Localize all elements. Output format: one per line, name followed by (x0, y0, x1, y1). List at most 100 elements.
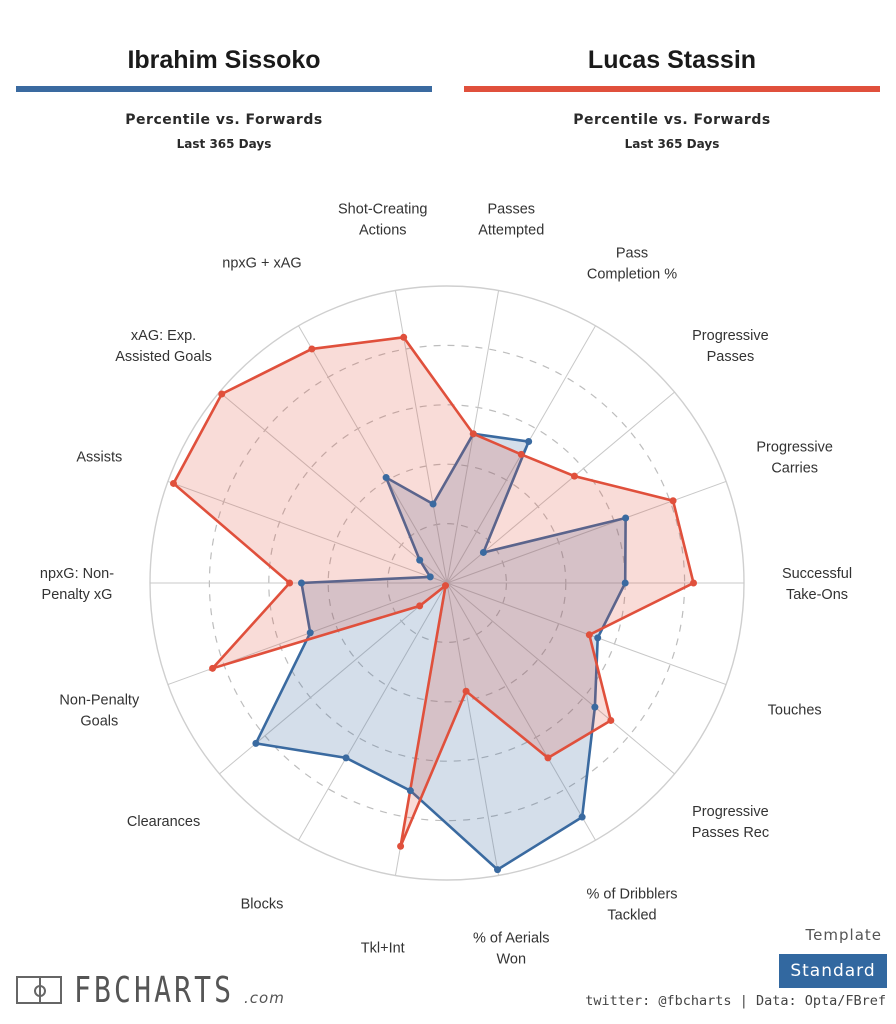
axis-label-line: Carries (771, 460, 818, 476)
axis-label-line: Passes Rec (692, 825, 769, 841)
axis-label-line: Tackled (607, 907, 656, 923)
data-point-stassin (442, 582, 450, 590)
data-point-stassin (397, 842, 405, 850)
template-label: Template (805, 926, 882, 944)
axis-label-line: Assists (76, 449, 122, 465)
player-header-right: Lucas Stassin Percentile vs. Forwards La… (464, 40, 880, 151)
data-point-stassin (469, 430, 477, 438)
brand-suffix: .com (244, 989, 285, 1007)
data-point-sissoko (621, 579, 629, 587)
axis-label-line: Successful (782, 566, 852, 582)
axis-label: % of Dribblers Tackled (586, 886, 677, 923)
axis-label-line: Progressive (692, 328, 769, 344)
data-point-stassin (169, 479, 177, 487)
data-point-stassin (286, 579, 294, 587)
axis-label: Touches (768, 703, 822, 719)
period-label: Last 365 Days (176, 137, 272, 151)
axis-label-line: Completion % (587, 267, 677, 283)
radar-spoke (219, 391, 448, 584)
data-credit: twitter: @fbcharts | Data: Opta/FBref (585, 993, 886, 1009)
axis-label-line: Non-Penalty (59, 693, 140, 709)
data-point-sissoko (429, 500, 437, 508)
data-point-stassin (209, 664, 217, 672)
axis-label-line: Assisted Goals (115, 349, 212, 365)
axis-label-line: Progressive (692, 804, 769, 820)
radar-spoke (446, 582, 596, 841)
data-point-sissoko (416, 556, 424, 564)
data-point-stassin (570, 472, 578, 480)
comparison-subtitle: Percentile vs. Forwards (125, 112, 323, 128)
data-point-stassin (669, 497, 677, 505)
axis-label: Progressive Passes (692, 328, 769, 365)
axis-label-line: Take-Ons (786, 587, 848, 603)
player-name: Ibrahim Sissoko (127, 46, 321, 74)
template-standard-button[interactable]: Standard (779, 954, 887, 988)
radar-spoke (298, 582, 448, 841)
axis-label-line: Blocks (241, 896, 284, 912)
data-point-stassin (690, 579, 698, 587)
axis-label-line: xAG: Exp. (131, 328, 196, 344)
data-point-stassin (416, 602, 424, 610)
axis-label: npxG: Non- Penalty xG (40, 566, 114, 603)
comparison-subtitle: Percentile vs. Forwards (573, 112, 771, 128)
axis-label-line: % of Aerials (473, 930, 550, 946)
axis-label: npxG + xAG (222, 256, 301, 272)
axis-label-line: Actions (359, 223, 407, 239)
axis-label-line: Pass (616, 246, 648, 262)
axis-label: Tkl+Int (361, 940, 405, 956)
axis-label-line: Progressive (756, 439, 833, 455)
player-name: Lucas Stassin (587, 46, 757, 74)
axis-label: Successful Take-Ons (782, 566, 852, 603)
fbcharts-logo: FBCHARTS .com (16, 969, 284, 1011)
radar-spoke (446, 582, 675, 775)
radar-spoke (446, 480, 727, 584)
axis-label: Clearances (127, 814, 200, 830)
axis-label-line: Passes (707, 349, 755, 365)
axis-label: Progressive Passes Rec (692, 804, 769, 841)
player-color-bar (464, 86, 880, 92)
axis-label: Non-Penalty Goals (59, 693, 140, 730)
data-point-sissoko (594, 634, 602, 642)
data-point-stassin (308, 345, 316, 353)
pitch-icon (16, 976, 62, 1004)
axis-label-line: npxG: Non- (40, 566, 114, 582)
data-point-stassin (218, 390, 226, 398)
data-point-stassin (544, 754, 552, 762)
axis-label: Passes Attempted (478, 202, 544, 239)
axis-label: Shot-Creating Actions (338, 202, 427, 239)
period-label: Last 365 Days (624, 137, 720, 151)
data-point-sissoko (382, 474, 390, 482)
brand-name: FBCHARTS (74, 969, 235, 1011)
data-point-stassin (585, 631, 593, 639)
data-point-sissoko (342, 754, 350, 762)
axis-label-line: Clearances (127, 814, 200, 830)
data-point-sissoko (622, 514, 630, 522)
data-point-stassin (462, 687, 470, 695)
data-point-sissoko (252, 739, 260, 747)
data-point-sissoko (591, 703, 599, 711)
data-point-sissoko (297, 579, 305, 587)
series-area-stassin (171, 335, 696, 847)
radar-series (169, 333, 698, 874)
axis-label-line: Attempted (478, 223, 544, 239)
axis-label-line: npxG + xAG (222, 256, 301, 272)
radar-spoke (298, 325, 448, 584)
data-point-sissoko (525, 438, 533, 446)
axis-label: Assists (76, 449, 122, 465)
data-point-sissoko (426, 573, 434, 581)
axis-label: % of Aerials Won (473, 930, 550, 967)
axis-label-line: Penalty xG (42, 587, 113, 603)
data-point-sissoko (306, 629, 314, 637)
data-point-sissoko (479, 548, 487, 556)
axis-label-line: Passes (487, 202, 535, 218)
axis-label-line: Shot-Creating (338, 202, 427, 218)
axis-label: Pass Completion % (587, 246, 677, 283)
data-point-sissoko (494, 866, 502, 874)
axis-label-line: Goals (80, 714, 118, 730)
axis-label: Progressive Carries (756, 439, 833, 476)
axis-label-line: Tkl+Int (361, 940, 405, 956)
radar-spoke (446, 582, 500, 876)
axis-label-line: Won (496, 951, 526, 967)
data-point-sissoko (578, 813, 586, 821)
